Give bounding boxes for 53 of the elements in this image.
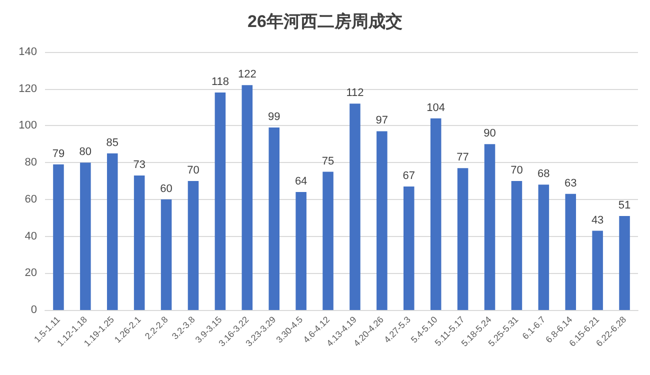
y-tick-label: 60 — [24, 193, 37, 206]
bar — [53, 164, 64, 310]
data-label: 68 — [538, 168, 550, 180]
data-label: 104 — [426, 102, 446, 114]
data-label: 122 — [238, 68, 256, 81]
bar — [160, 199, 172, 310]
bar — [538, 184, 550, 310]
data-label: 63 — [564, 177, 577, 190]
data-label: 90 — [484, 128, 496, 140]
bar — [376, 131, 388, 310]
data-label: 67 — [402, 170, 416, 182]
bar — [268, 128, 280, 310]
bar — [322, 172, 334, 310]
data-label: 85 — [106, 136, 119, 149]
bar — [430, 118, 442, 310]
y-tick-label: 100 — [18, 120, 37, 132]
y-tick-label: 20 — [24, 267, 37, 280]
data-label: 80 — [79, 146, 92, 158]
bar — [80, 162, 91, 310]
data-label: 75 — [322, 155, 334, 168]
data-label: 79 — [52, 148, 65, 160]
bar — [484, 144, 496, 310]
data-label: 43 — [591, 214, 604, 226]
bar — [619, 216, 630, 310]
data-label: 99 — [268, 111, 280, 124]
bar — [403, 186, 414, 310]
y-tick-label: 140 — [18, 46, 37, 58]
bar — [350, 104, 360, 310]
data-label: 77 — [456, 152, 469, 164]
bar — [134, 175, 145, 310]
data-label: 60 — [160, 182, 172, 195]
data-label: 70 — [187, 164, 200, 176]
bar — [592, 230, 603, 310]
y-tick-label: 80 — [24, 156, 37, 169]
data-label: 97 — [376, 114, 388, 127]
bar — [296, 192, 306, 310]
bar — [242, 85, 253, 310]
data-label: 112 — [346, 87, 364, 100]
y-tick-label: 40 — [24, 230, 37, 242]
bar — [457, 168, 468, 310]
bar — [188, 181, 199, 310]
bar — [106, 153, 118, 310]
bar — [511, 181, 522, 310]
data-label: 118 — [211, 76, 229, 88]
y-tick-label: 0 — [30, 304, 37, 316]
chart-title: 26年河西二房周成交 — [248, 12, 402, 31]
data-label: 70 — [510, 164, 523, 176]
bar — [565, 194, 576, 310]
y-tick-label: 120 — [18, 82, 37, 95]
data-label: 64 — [294, 176, 308, 188]
bar — [214, 92, 226, 310]
data-label: 73 — [133, 158, 146, 171]
data-label: 51 — [618, 200, 631, 212]
